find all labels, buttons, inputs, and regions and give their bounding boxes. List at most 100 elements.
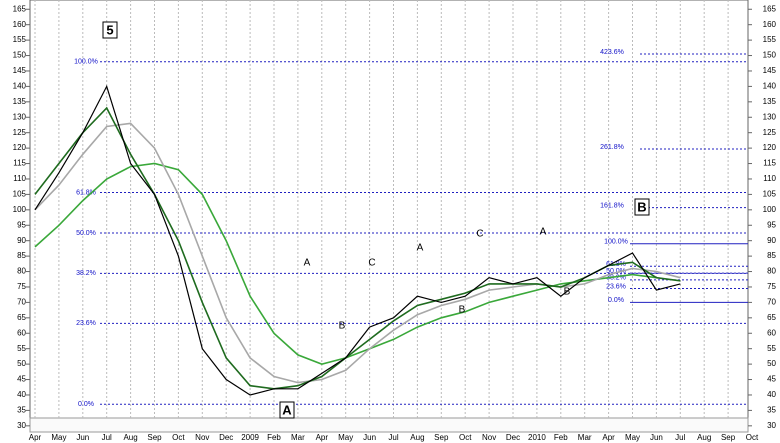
y-tick-label: 95	[17, 220, 26, 229]
y-tick-label: 140	[763, 82, 777, 91]
y-tick-label: 30	[17, 421, 26, 430]
fib-label: 23.6%	[76, 320, 96, 327]
x-tick-label: Oct	[459, 433, 472, 442]
y-tick-label: 100	[13, 205, 27, 214]
x-tick-label: Jul	[388, 433, 398, 442]
fib-label: 0.0%	[78, 401, 94, 408]
x-tick-label: Dec	[219, 433, 233, 442]
x-tick-label: Jul	[102, 433, 112, 442]
x-tick-label: Nov	[482, 433, 496, 442]
x-tick-label: Mar	[291, 433, 305, 442]
x-tick-label: Jul	[675, 433, 685, 442]
y-tick-label: 110	[763, 174, 776, 183]
y-tick-label: 120	[13, 143, 27, 152]
y-tick-label: 60	[17, 328, 26, 337]
fib-label: 50.0%	[76, 230, 96, 237]
x-tick-label: May	[51, 433, 66, 442]
y-tick-label: 115	[13, 159, 26, 168]
y-tick-label: 135	[13, 97, 27, 106]
x-tick-label: Aug	[697, 433, 711, 442]
wave-label: B	[637, 199, 646, 214]
wave-label: A	[540, 227, 547, 238]
y-tick-label: 40	[17, 390, 26, 399]
wave-label: A	[282, 402, 292, 417]
y-tick-label: 65	[767, 313, 776, 322]
x-tick-label: Jun	[363, 433, 376, 442]
x-tick-label: Oct	[746, 433, 759, 442]
y-tick-label: 145	[13, 66, 27, 75]
x-tick-label: Dec	[506, 433, 520, 442]
x-tick-label: Jun	[76, 433, 89, 442]
x-tick-label: Apr	[29, 433, 42, 442]
y-tick-label: 105	[763, 190, 777, 199]
x-tick-label: Oct	[172, 433, 185, 442]
wave-label: B	[459, 305, 466, 316]
wave-label: A	[417, 243, 424, 254]
x-tick-label: Aug	[410, 433, 424, 442]
y-tick-label: 85	[767, 251, 776, 260]
y-tick-label: 35	[17, 406, 26, 415]
y-tick-label: 145	[763, 66, 777, 75]
y-tick-label: 55	[17, 344, 26, 353]
y-tick-label: 80	[17, 267, 26, 276]
y-tick-label: 65	[17, 313, 26, 322]
y-tick-label: 35	[767, 406, 776, 415]
y-tick-label: 90	[17, 236, 26, 245]
fib-label: 423.6%	[600, 49, 624, 56]
series-line	[34, 122, 681, 384]
fib-label: 100.0%	[74, 59, 98, 66]
y-tick-label: 90	[767, 236, 776, 245]
y-tick-label: 60	[767, 328, 776, 337]
y-tick-label: 30	[767, 421, 776, 430]
x-tick-label: Mar	[578, 433, 592, 442]
fib-label: 261.8%	[600, 144, 624, 151]
y-tick-label: 45	[767, 375, 776, 384]
y-tick-label: 160	[13, 20, 27, 29]
wave-label: B	[339, 321, 346, 332]
y-tick-label: 75	[767, 282, 776, 291]
y-tick-label: 110	[13, 174, 26, 183]
fib-label: 38.2%	[76, 270, 96, 277]
x-tick-label: Nov	[195, 433, 209, 442]
y-tick-label: 75	[17, 282, 26, 291]
x-tick-label: May	[338, 433, 353, 442]
wave-label: C	[476, 229, 483, 240]
fib-label: 50.0%	[606, 268, 626, 275]
fib-label: 100.0%	[604, 239, 628, 246]
series-line	[34, 106, 681, 390]
x-tick-label: 2009	[241, 433, 259, 442]
y-tick-label: 80	[767, 267, 776, 276]
x-tick-label: Apr	[602, 433, 615, 442]
x-tick-label: Sep	[434, 433, 449, 442]
x-tick-label: Feb	[267, 433, 281, 442]
y-tick-label: 150	[763, 51, 777, 60]
annotation-box	[634, 198, 650, 216]
y-tick-label: 165	[13, 4, 27, 13]
fib-label: 61.8%	[76, 189, 96, 196]
y-tick-label: 100	[763, 205, 777, 214]
y-tick-label: 165	[763, 4, 777, 13]
y-tick-label: 155	[13, 35, 27, 44]
x-tick-label: 2010	[528, 433, 546, 442]
wave-label: 5	[106, 22, 113, 37]
x-tick-label: Apr	[316, 433, 329, 442]
y-tick-label: 150	[13, 51, 27, 60]
x-tick-label: Sep	[721, 433, 736, 442]
y-tick-label: 125	[13, 128, 27, 137]
y-tick-label: 160	[763, 20, 777, 29]
y-tick-label: 125	[763, 128, 777, 137]
wave-label: A	[304, 258, 311, 269]
x-tick-label: Aug	[123, 433, 137, 442]
y-tick-label: 130	[763, 112, 777, 121]
y-tick-label: 50	[17, 359, 26, 368]
y-tick-label: 155	[763, 35, 777, 44]
y-tick-label: 70	[767, 298, 776, 307]
y-tick-label: 95	[767, 220, 776, 229]
volume-panel	[29, 417, 749, 433]
y-tick-label: 140	[13, 82, 27, 91]
y-tick-label: 45	[17, 375, 26, 384]
fib-label: 161.8%	[600, 203, 624, 210]
annotation-box	[279, 401, 295, 419]
